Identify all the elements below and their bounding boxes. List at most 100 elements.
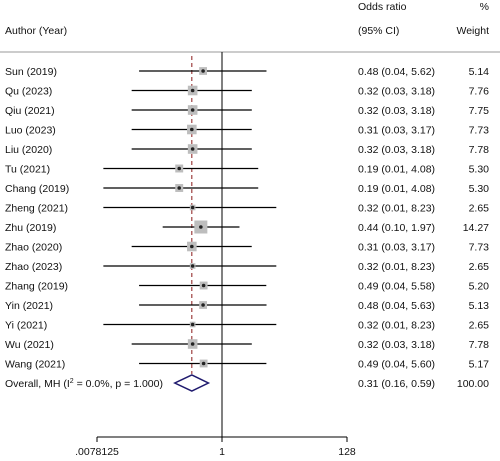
overall-label-superscript: 2 (70, 378, 74, 385)
overall-label: Overall, MH (I2 = 0.0%, p = 1.000) (5, 378, 163, 390)
study-label: Sun (2019) (5, 66, 57, 78)
point-estimate (201, 283, 206, 288)
odds-ratio-ci: 0.48 (0.04, 5.62) (358, 66, 435, 78)
study-row: Liu (2020) 0.32 (0.03, 3.18) 7.78 (5, 144, 489, 156)
odds-ratio-ci: 0.32 (0.01, 8.23) (358, 261, 435, 273)
odds-ratio-ci: 0.19 (0.01, 4.08) (358, 183, 435, 195)
study-weight: 5.17 (469, 359, 490, 371)
odds-ratio-ci: 0.44 (0.10, 1.97) (358, 222, 435, 234)
study-label: Zhu (2019) (5, 222, 56, 234)
study-row: Qu (2023) 0.32 (0.03, 3.18) 7.76 (5, 86, 489, 98)
odds-ratio-ci: 0.32 (0.01, 8.23) (358, 320, 435, 332)
odds-ratio-header: Odds ratio (358, 1, 407, 13)
study-weight: 5.30 (469, 164, 490, 176)
overall-label-prefix: Overall, MH (I (5, 378, 70, 390)
study-label: Qu (2023) (5, 86, 52, 98)
x-tick-label: 1 (219, 446, 225, 458)
odds-ratio-ci: 0.32 (0.03, 3.18) (358, 86, 435, 98)
study-row: Luo (2023) 0.31 (0.03, 3.17) 7.73 (5, 125, 489, 137)
point-estimate (190, 342, 195, 346)
study-label: Liu (2020) (5, 144, 52, 156)
study-label: Wu (2021) (5, 339, 54, 351)
point-estimate (190, 127, 194, 132)
point-estimate (190, 88, 195, 93)
weight-header-percent: % (480, 1, 489, 13)
study-row: Zheng (2021) 0.32 (0.01, 8.23) 2.65 (5, 203, 489, 215)
overall-odds-ratio-ci: 0.31 (0.16, 0.59) (358, 378, 435, 390)
study-weight: 2.65 (469, 203, 490, 215)
study-weight: 5.13 (469, 300, 490, 312)
odds-ratio-ci: 0.49 (0.04, 5.58) (358, 281, 435, 293)
study-row: Wang (2021) 0.49 (0.04, 5.60) 5.17 (5, 359, 489, 371)
point-estimate (177, 166, 182, 171)
odds-ratio-ci: 0.32 (0.03, 3.18) (358, 339, 435, 351)
odds-ratio-ci: 0.32 (0.01, 8.23) (358, 203, 435, 215)
odds-ratio-ci: 0.31 (0.03, 3.17) (358, 125, 435, 137)
point-estimate (190, 147, 195, 151)
point-estimate (190, 108, 195, 112)
study-row: Qiu (2021) 0.32 (0.03, 3.18) 7.75 (5, 105, 489, 117)
study-row: Wu (2021) 0.32 (0.03, 3.18) 7.78 (5, 339, 489, 351)
study-weight: 7.73 (469, 242, 490, 254)
study-weight: 7.76 (469, 86, 490, 98)
study-label: Zheng (2021) (5, 203, 68, 215)
point-estimate (199, 225, 203, 229)
pooled-diamond (173, 374, 211, 392)
point-estimate (201, 69, 205, 73)
odds-ratio-ci: 0.32 (0.03, 3.18) (358, 144, 435, 156)
study-row: Sun (2019) 0.48 (0.04, 5.62) 5.14 (5, 66, 489, 78)
author-year-header: Author (Year) (5, 25, 67, 37)
study-label: Qiu (2021) (5, 105, 55, 117)
point-estimate (201, 303, 205, 307)
overall-weight: 100.00 (457, 378, 489, 390)
study-label: Zhao (2023) (5, 261, 62, 273)
odds-ratio-ci: 0.32 (0.03, 3.18) (358, 105, 435, 117)
study-row: Zhao (2020) 0.31 (0.03, 3.17) 7.73 (5, 242, 489, 254)
table-header: Author (Year) Odds ratio (95% CI) % Weig… (5, 1, 489, 37)
study-label: Zhang (2019) (5, 281, 68, 293)
odds-ratio-ci: 0.49 (0.04, 5.60) (358, 359, 435, 371)
point-estimate (190, 322, 195, 327)
study-label: Chang (2019) (5, 183, 69, 195)
study-weight: 7.78 (469, 339, 490, 351)
point-estimate (177, 186, 182, 190)
study-label: Yin (2021) (5, 300, 53, 312)
study-label: Zhao (2020) (5, 242, 62, 254)
study-weight: 5.14 (469, 66, 490, 78)
study-row: Zhao (2023) 0.32 (0.01, 8.23) 2.65 (5, 261, 489, 273)
point-estimate (190, 264, 195, 268)
study-weight: 5.20 (469, 281, 490, 293)
study-weight: 14.27 (463, 222, 489, 234)
study-row: Yi (2021) 0.32 (0.01, 8.23) 2.65 (5, 320, 489, 332)
study-label: Wang (2021) (5, 359, 65, 371)
x-axis: .0078125 1 128 (75, 436, 356, 458)
study-weight: 2.65 (469, 261, 490, 273)
point-estimate (201, 361, 206, 366)
study-label: Yi (2021) (5, 320, 47, 332)
study-weight: 7.78 (469, 144, 490, 156)
overall-row: Overall, MH (I2 = 0.0%, p = 1.000) 0.31 (… (5, 374, 489, 392)
study-weight: 5.30 (469, 183, 490, 195)
weight-header: Weight (457, 25, 490, 37)
study-row: Zhang (2019) 0.49 (0.04, 5.58) 5.20 (5, 281, 489, 293)
study-row: Yin (2021) 0.48 (0.04, 5.63) 5.13 (5, 300, 489, 312)
odds-ratio-ci: 0.19 (0.01, 4.08) (358, 164, 435, 176)
study-weight: 7.75 (469, 105, 490, 117)
study-row: Zhu (2019) 0.44 (0.10, 1.97) 14.27 (5, 220, 489, 234)
overall-label-suffix: = 0.0%, p = 1.000) (74, 378, 163, 390)
x-tick-label: .0078125 (75, 446, 119, 458)
ci-header: (95% CI) (358, 25, 399, 37)
study-row: Tu (2021) 0.19 (0.01, 4.08) 5.30 (5, 164, 489, 176)
point-estimate (190, 244, 194, 249)
odds-ratio-ci: 0.31 (0.03, 3.17) (358, 242, 435, 254)
study-row: Chang (2019) 0.19 (0.01, 4.08) 5.30 (5, 183, 489, 195)
study-label: Tu (2021) (5, 164, 50, 176)
point-estimate (190, 205, 195, 210)
study-weight: 7.73 (469, 125, 490, 137)
study-label: Luo (2023) (5, 125, 56, 137)
study-weight: 2.65 (469, 320, 490, 332)
plot-area: Sun (2019) 0.48 (0.04, 5.62) 5.14 Qu (2023)… (5, 52, 489, 437)
odds-ratio-ci: 0.48 (0.04, 5.63) (358, 300, 435, 312)
x-tick-label: 128 (338, 446, 356, 458)
